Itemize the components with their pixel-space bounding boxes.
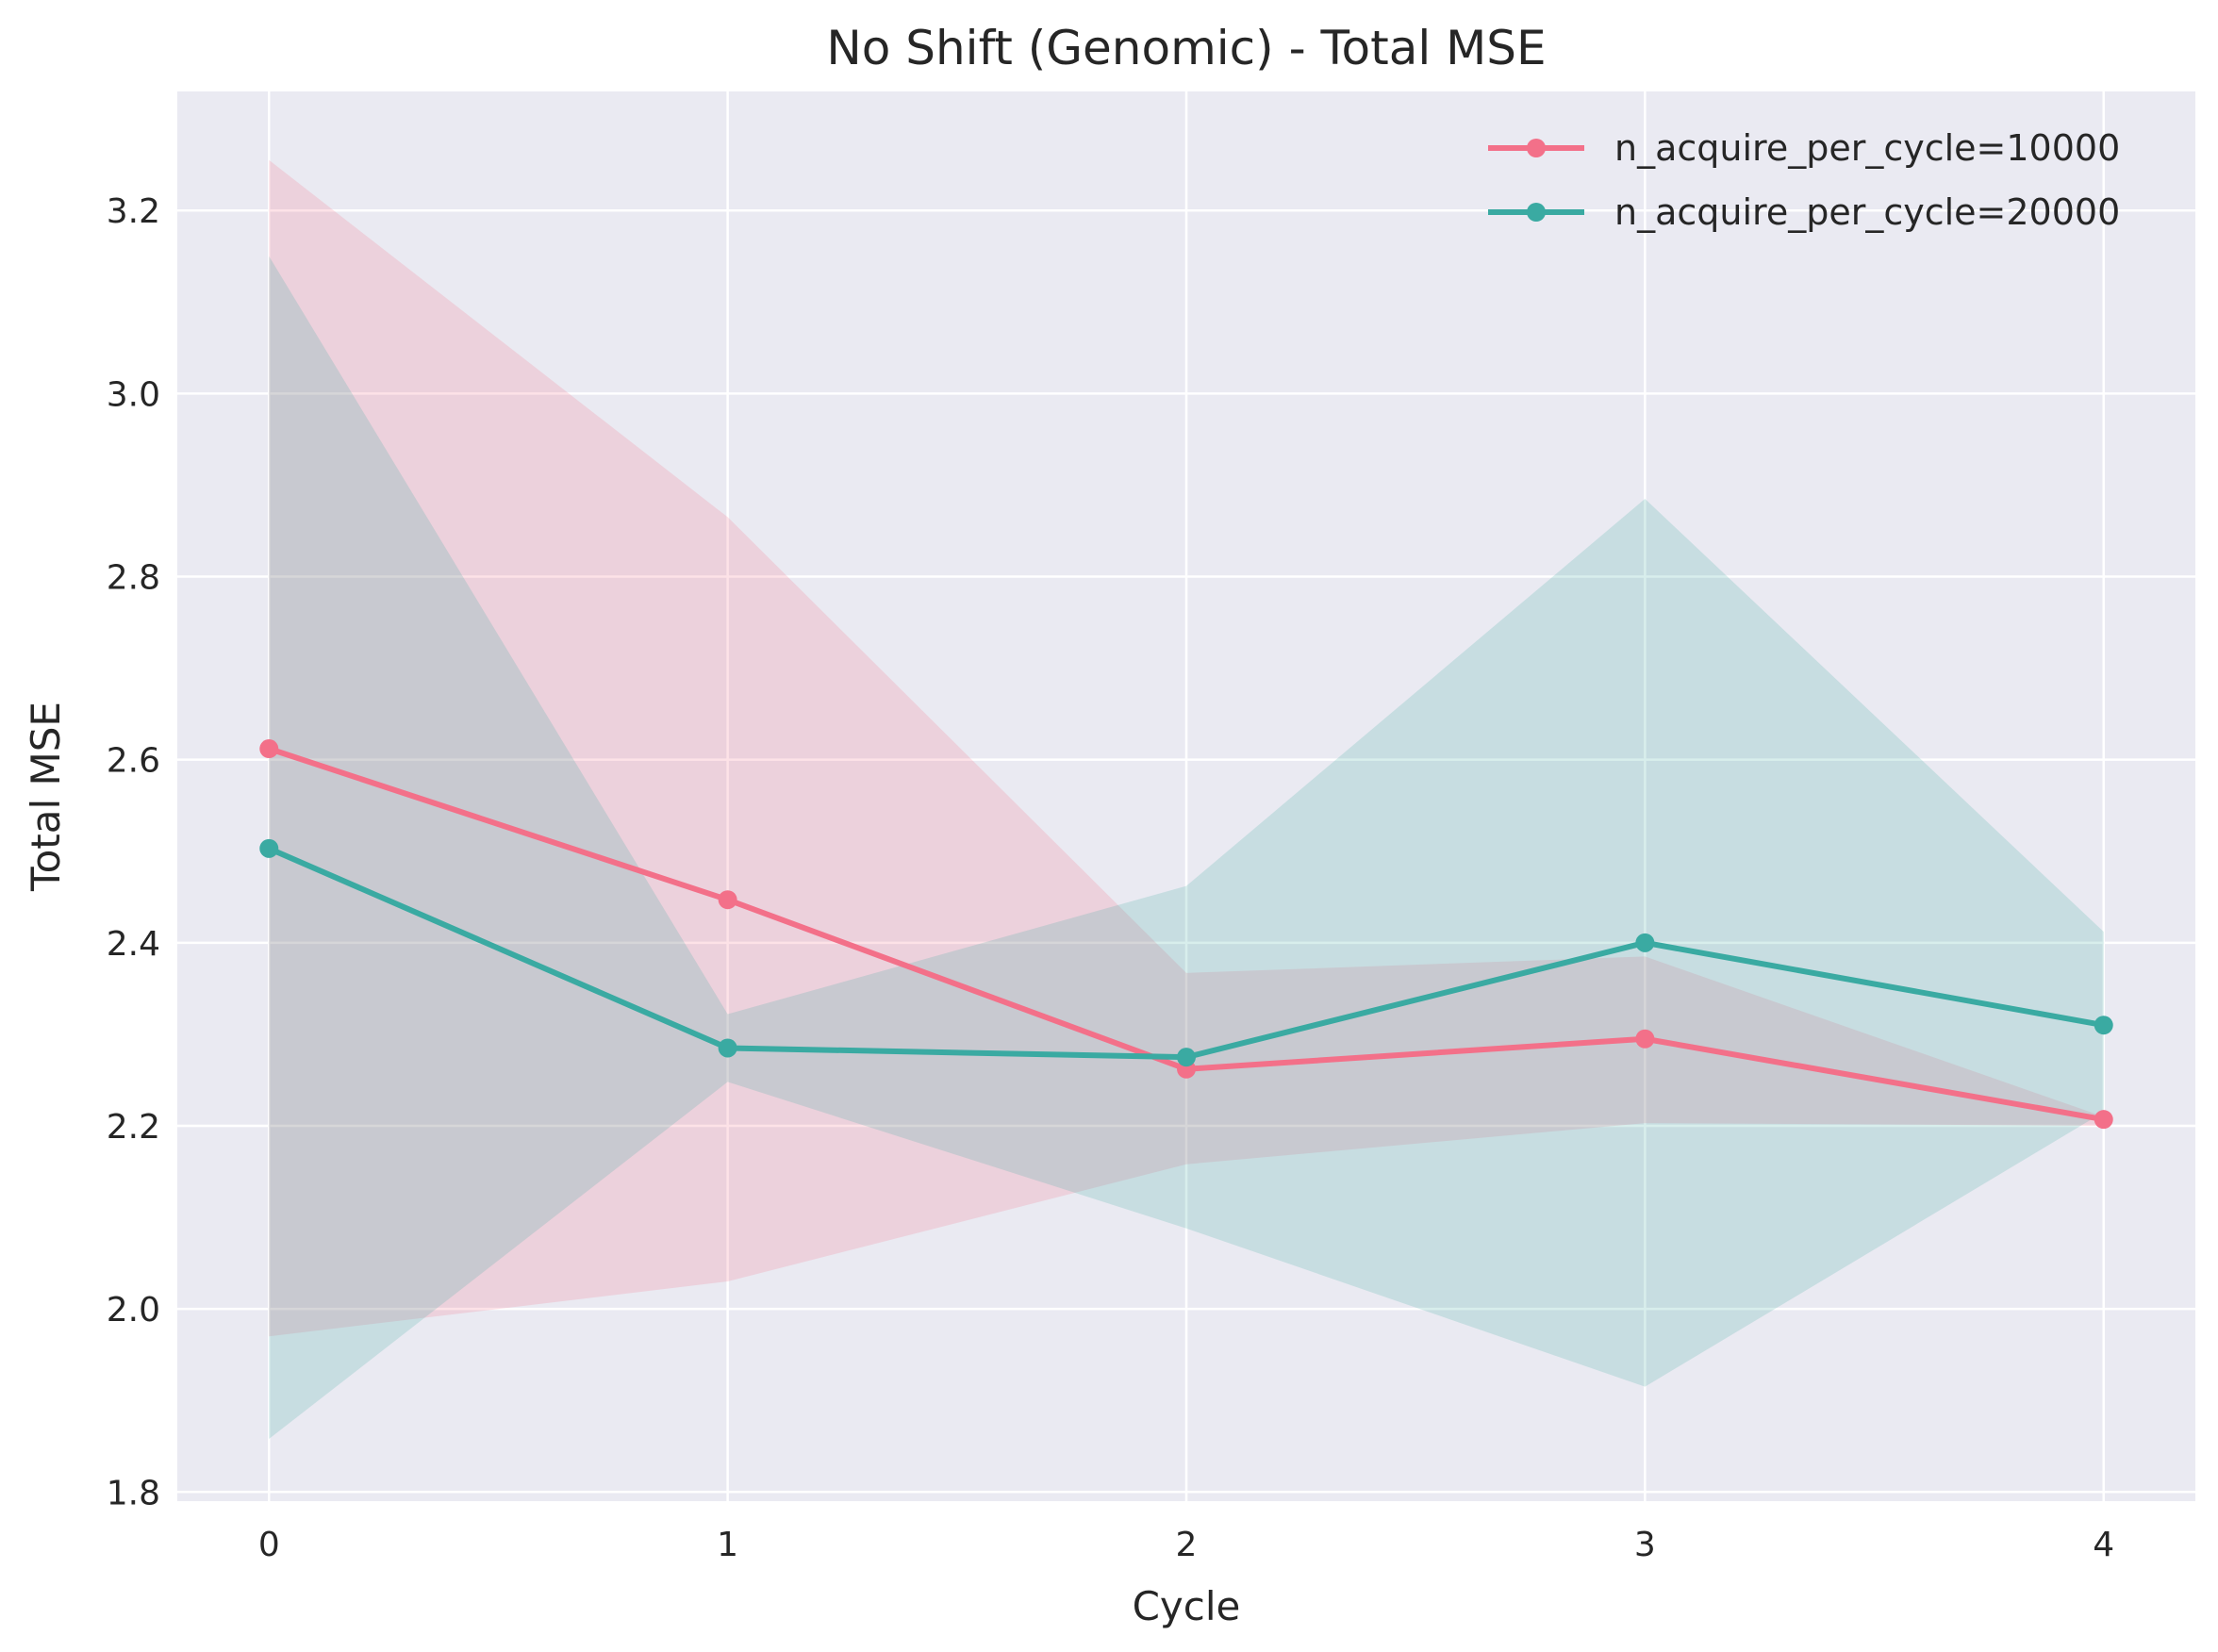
y-tick-label: 2.8 — [107, 559, 160, 598]
confidence-band-series-2 — [269, 256, 2104, 1439]
series-points — [259, 739, 2113, 1130]
data-point-series-1 — [259, 739, 279, 759]
y-tick-label: 2.4 — [107, 925, 160, 964]
data-point-series-1 — [1635, 1029, 1655, 1049]
y-tick-label: 2.0 — [107, 1291, 160, 1330]
data-point-series-2 — [718, 1038, 737, 1058]
x-axis-label: Cycle — [1133, 1583, 1241, 1629]
x-tick-label: 4 — [2093, 1526, 2114, 1564]
data-point-series-2 — [259, 838, 279, 858]
x-tick-label: 2 — [1176, 1526, 1198, 1564]
y-tick-label: 2.2 — [107, 1108, 160, 1147]
y-tick-label: 3.0 — [107, 375, 160, 414]
legend: n_acquire_per_cycle=10000 n_acquire_per_c… — [1488, 127, 2120, 233]
legend-marker-2 — [1527, 203, 1546, 222]
data-point-series-2 — [1177, 1048, 1196, 1067]
x-axis-ticks: 0 1 2 3 4 — [258, 1526, 2114, 1564]
chart-title: No Shift (Genomic) - Total MSE — [826, 21, 1546, 75]
y-tick-label: 3.2 — [107, 192, 160, 231]
data-point-series-2 — [2094, 1016, 2113, 1035]
data-point-series-2 — [1635, 933, 1655, 952]
y-tick-label: 1.8 — [107, 1474, 160, 1512]
data-point-series-1 — [2094, 1110, 2113, 1130]
legend-marker-1 — [1527, 139, 1546, 157]
legend-label-1: n_acquire_per_cycle=10000 — [1614, 127, 2120, 169]
x-tick-label: 0 — [258, 1526, 280, 1564]
y-axis-ticks: 1.8 2.0 2.2 2.4 2.6 2.8 3.0 3.2 — [107, 192, 160, 1512]
y-tick-label: 2.6 — [107, 742, 160, 781]
x-tick-label: 3 — [1634, 1526, 1656, 1564]
data-point-series-1 — [718, 890, 737, 910]
legend-label-2: n_acquire_per_cycle=20000 — [1614, 191, 2120, 233]
grid — [177, 91, 2195, 1501]
y-axis-label: Total MSE — [23, 702, 69, 892]
x-tick-label: 1 — [717, 1526, 738, 1564]
